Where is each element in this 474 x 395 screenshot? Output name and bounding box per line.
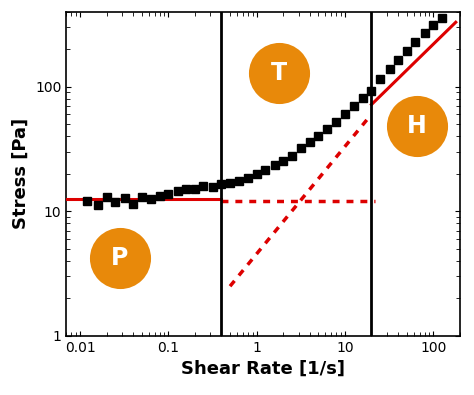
Y-axis label: Stress [Pa]: Stress [Pa] — [11, 118, 29, 229]
X-axis label: Shear Rate [1/s]: Shear Rate [1/s] — [181, 360, 345, 378]
Text: H: H — [407, 115, 427, 139]
Text: P: P — [111, 246, 128, 270]
Text: T: T — [271, 60, 287, 85]
